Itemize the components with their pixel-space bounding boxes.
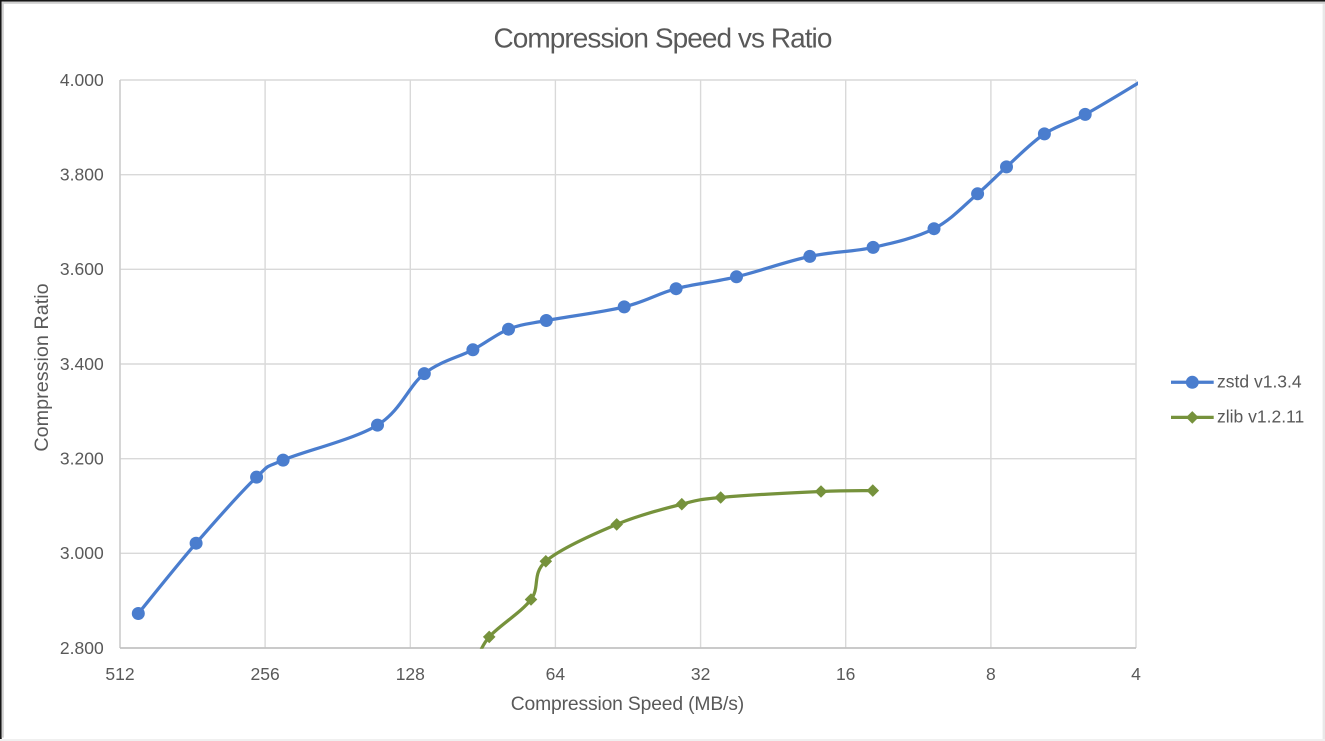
svg-text:Compression Ratio: Compression Ratio bbox=[31, 283, 53, 451]
svg-text:zlib v1.2.11: zlib v1.2.11 bbox=[1217, 407, 1304, 427]
svg-text:128: 128 bbox=[396, 664, 425, 684]
svg-text:zstd v1.3.4: zstd v1.3.4 bbox=[1217, 372, 1302, 392]
svg-text:64: 64 bbox=[546, 664, 566, 684]
svg-text:3.000: 3.000 bbox=[60, 543, 104, 563]
svg-text:Compression Speed (MB/s): Compression Speed (MB/s) bbox=[511, 694, 744, 715]
svg-text:8: 8 bbox=[986, 664, 996, 684]
svg-text:4.000: 4.000 bbox=[60, 70, 104, 90]
svg-text:3.800: 3.800 bbox=[60, 165, 104, 185]
svg-text:Compression Speed vs Ratio: Compression Speed vs Ratio bbox=[494, 23, 832, 54]
svg-text:3.200: 3.200 bbox=[60, 449, 104, 469]
svg-text:256: 256 bbox=[250, 664, 279, 684]
svg-text:2.800: 2.800 bbox=[60, 638, 104, 658]
svg-text:512: 512 bbox=[105, 664, 134, 684]
svg-text:3.400: 3.400 bbox=[60, 354, 104, 374]
svg-text:16: 16 bbox=[836, 664, 855, 684]
svg-text:32: 32 bbox=[691, 664, 710, 684]
svg-text:4: 4 bbox=[1131, 664, 1141, 684]
svg-text:3.600: 3.600 bbox=[60, 259, 104, 279]
